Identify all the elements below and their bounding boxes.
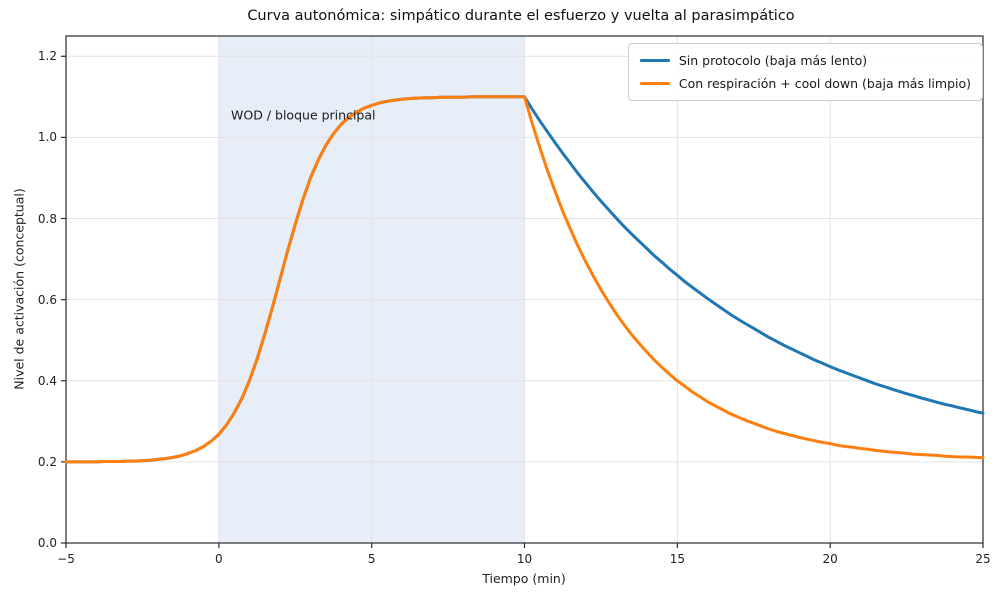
x-tick-label: 20 (822, 552, 838, 566)
band-annotation: WOD / bloque principal (231, 107, 376, 123)
y-tick-label: 0.8 (37, 211, 57, 226)
x-tick-label: 25 (975, 552, 991, 566)
y-tick-label: 0.6 (37, 292, 57, 307)
x-tick-label: 5 (367, 552, 376, 566)
legend: Sin protocolo (baja más lento) Con respi… (627, 43, 983, 101)
x-tick-label: 10 (516, 552, 533, 566)
y-axis-label: Nivel de activación (conceptual) (11, 188, 27, 390)
legend-item-con-respiracion: Con respiración + cool down (baja más li… (639, 76, 971, 91)
legend-item-sin-protocolo: Sin protocolo (baja más lento) (639, 53, 971, 68)
y-tick-label: 0.4 (37, 373, 57, 388)
legend-line-orange-icon (639, 81, 670, 86)
chart-title: Curva autonómica: simpático durante el e… (247, 8, 795, 24)
x-tick-label: 15 (669, 552, 685, 566)
y-tick-label: 0.0 (37, 536, 57, 550)
y-tick-label: 0.2 (37, 454, 57, 469)
legend-label-con-respiracion: Con respiración + cool down (baja más li… (678, 76, 971, 91)
y-tick-label: 1.2 (37, 49, 57, 64)
legend-label-sin-protocolo: Sin protocolo (baja más lento) (678, 53, 868, 68)
x-axis-label: Tiempo (min) (482, 571, 566, 586)
x-tick-label: 0 (215, 552, 223, 566)
y-tick-label: 1.0 (37, 130, 57, 145)
x-tick-label: −5 (57, 552, 75, 566)
series-line-1 (64, 95, 985, 464)
legend-line-blue-icon (639, 58, 670, 63)
